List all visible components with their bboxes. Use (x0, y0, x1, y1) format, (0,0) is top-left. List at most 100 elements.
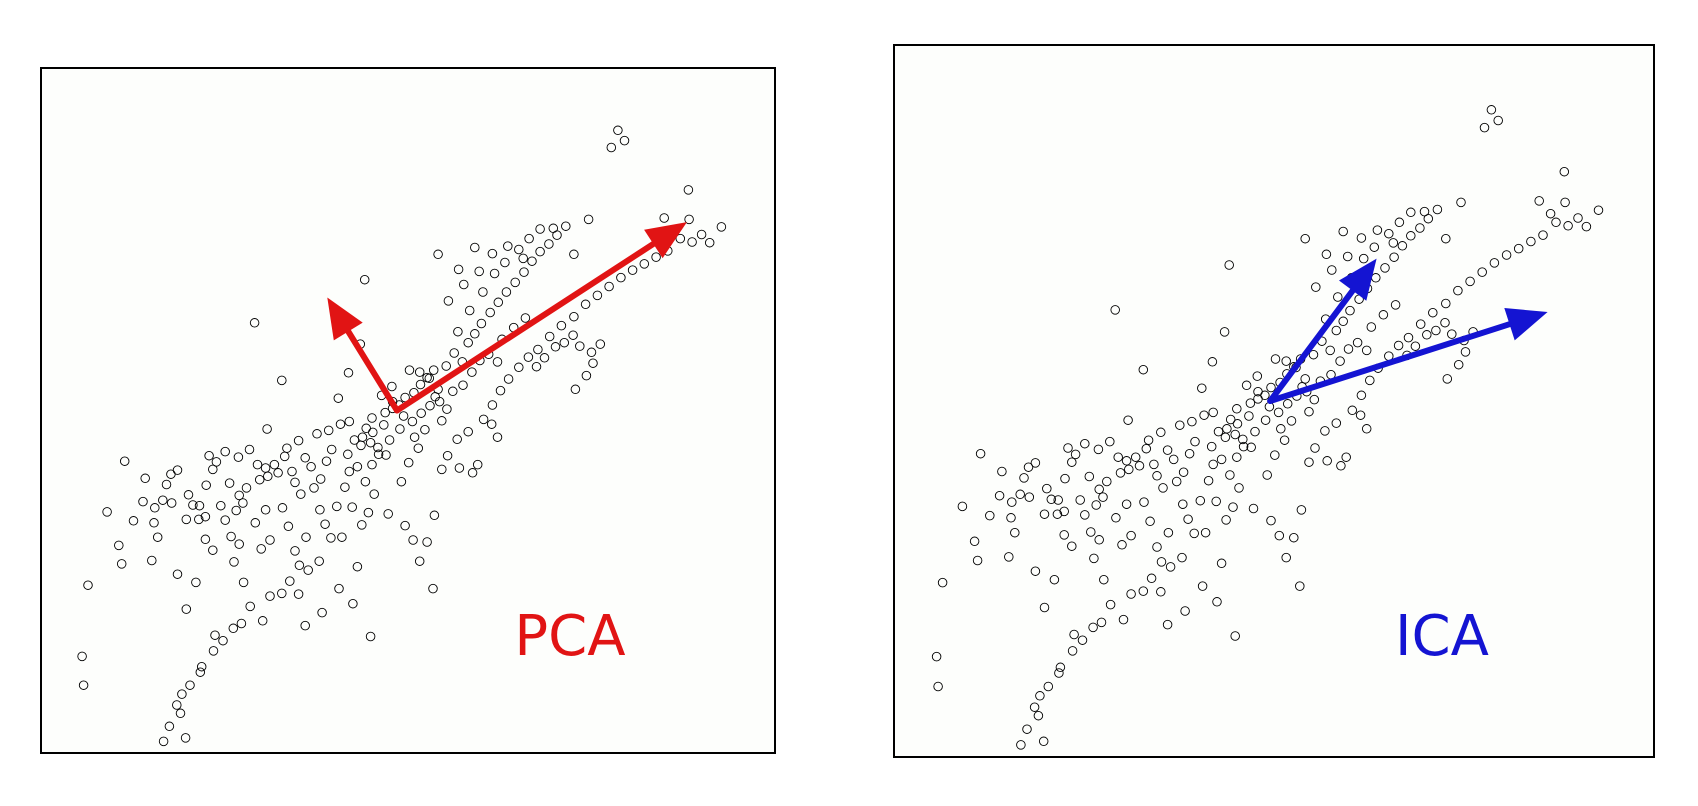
pca-point (273, 468, 283, 478)
ica-point (1441, 233, 1451, 244)
ica-point (1110, 305, 1120, 315)
ica-point (1102, 476, 1112, 487)
pca-point (175, 708, 186, 719)
ica-arrow-shaft (1267, 321, 1513, 404)
ica-points (931, 105, 1604, 750)
pca-point (519, 267, 529, 277)
pca-point (200, 534, 211, 545)
pca-point (400, 520, 410, 531)
pca-point (398, 411, 409, 421)
ica-point (1130, 452, 1141, 462)
ica-point (1156, 557, 1167, 567)
ica-point (1208, 407, 1218, 418)
ica-point (1321, 249, 1332, 260)
ica-point (1245, 398, 1256, 408)
ica-point (1105, 599, 1116, 610)
pca-point (140, 473, 150, 484)
pca-point (340, 482, 350, 492)
pca-point (315, 505, 325, 515)
pca-point (200, 511, 211, 522)
ica-point (1361, 424, 1372, 434)
pca-point (300, 453, 310, 463)
pca-point (326, 444, 337, 455)
ica-point (1365, 375, 1375, 386)
ica-point (1253, 394, 1263, 404)
pca-point (433, 249, 443, 260)
ica-point (1216, 558, 1227, 569)
pca-point (659, 213, 669, 223)
ica-point (1019, 473, 1029, 483)
pca-point (359, 274, 370, 285)
pca-point (191, 577, 201, 588)
pca-point (568, 330, 578, 340)
ica-point (1563, 221, 1573, 231)
ica-point (1156, 587, 1166, 597)
ica-point (972, 555, 983, 566)
pca-point (290, 477, 300, 488)
pca-point (550, 342, 561, 352)
ica-point (1309, 394, 1320, 405)
ica-point (1098, 492, 1108, 502)
ica-point (1248, 503, 1259, 514)
pca-point (424, 373, 435, 384)
pca-point (459, 279, 469, 290)
ica-point (1308, 349, 1319, 360)
ica-point (1049, 574, 1060, 585)
ica-point (1053, 495, 1063, 505)
ica-point (1440, 317, 1450, 328)
ica-point (985, 510, 995, 521)
pca-point (241, 483, 252, 493)
ica-point (1331, 325, 1342, 336)
ica-point (1162, 445, 1173, 455)
ica-point (1184, 448, 1195, 459)
pca-point (387, 381, 397, 392)
ica-point (1225, 470, 1235, 480)
pca-point (367, 459, 377, 470)
pca-point (183, 490, 194, 500)
pca-point (343, 449, 353, 460)
ica-point (1088, 622, 1098, 633)
pca-point (420, 424, 430, 435)
ica-point (1342, 251, 1353, 262)
pca-point (357, 432, 368, 442)
ica-point (1526, 236, 1536, 247)
pca-point (437, 464, 447, 475)
pca-point (181, 604, 192, 614)
ica-point (1126, 530, 1136, 541)
ica-point (1384, 228, 1394, 239)
ica-point (1238, 434, 1248, 445)
ica-point (1023, 462, 1034, 472)
pca-point (453, 264, 464, 275)
ica-point (1149, 459, 1159, 470)
pca-point (395, 424, 405, 434)
ica-point (1343, 344, 1354, 354)
ica-point (1158, 483, 1168, 493)
pca-point (463, 426, 473, 437)
pca-point (332, 501, 342, 512)
pca-point (102, 507, 112, 517)
pca-point (396, 476, 407, 487)
ica-point (1121, 456, 1132, 466)
pca-point (684, 214, 694, 225)
ica-point (1115, 468, 1126, 478)
ica-point (1038, 736, 1049, 747)
pca-point (463, 337, 473, 348)
pca-point (616, 272, 626, 283)
ica-point (1347, 405, 1358, 416)
ica-point (1336, 461, 1346, 471)
pca-point (476, 318, 487, 329)
ica-point (1030, 458, 1041, 468)
ica-arrow-shaft (1267, 287, 1356, 404)
pca-point (333, 393, 344, 403)
pca-point (373, 442, 383, 453)
ica-point (1216, 454, 1227, 465)
pca-point (224, 478, 235, 488)
ica-point (1212, 597, 1222, 607)
ica-point (1403, 332, 1414, 343)
pca-point (150, 503, 160, 513)
pca-point (83, 580, 93, 590)
pca-point (149, 518, 159, 528)
pca-point (344, 466, 355, 477)
pca-point (487, 248, 498, 259)
ica-point (1244, 411, 1254, 421)
